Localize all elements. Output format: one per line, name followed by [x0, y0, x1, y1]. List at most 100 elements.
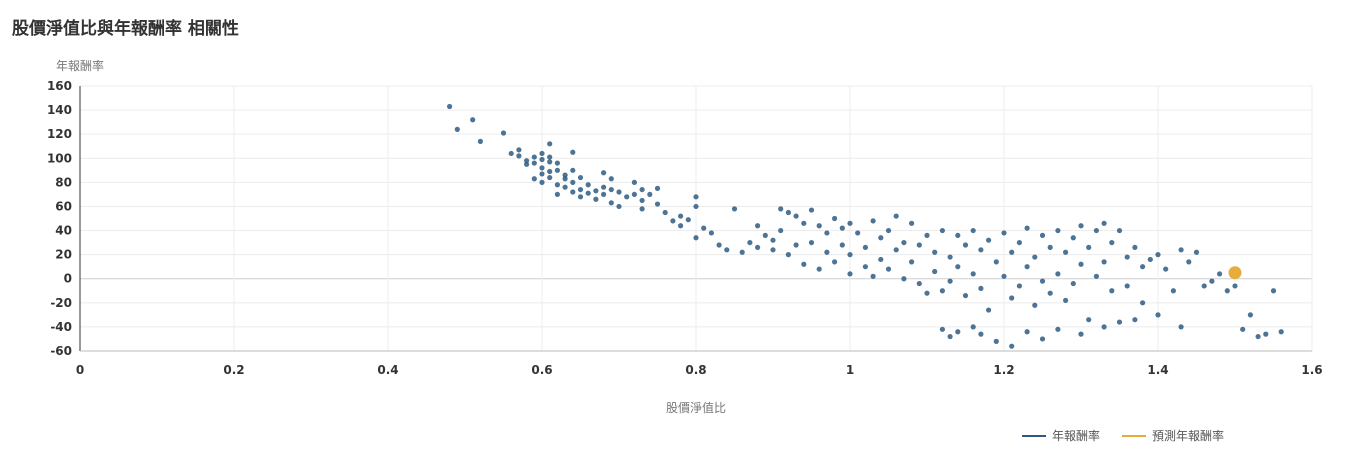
data-point — [554, 167, 561, 173]
legend-item-predicted[interactable]: 預測年報酬率 — [1122, 427, 1224, 444]
data-point — [570, 189, 576, 195]
data-point — [862, 244, 869, 251]
data-point — [1101, 259, 1107, 265]
data-point — [885, 227, 892, 234]
data-point — [1217, 271, 1223, 277]
data-point — [562, 176, 568, 182]
data-point — [785, 252, 792, 258]
data-point — [654, 185, 661, 191]
data-point — [885, 266, 892, 272]
data-point — [1070, 235, 1076, 241]
data-point — [608, 186, 614, 193]
data-point — [778, 206, 784, 212]
data-point — [562, 184, 568, 190]
data-point — [932, 268, 938, 275]
data-point — [639, 186, 645, 193]
data-point — [947, 278, 953, 284]
data-point — [993, 259, 999, 265]
data-point — [916, 242, 922, 248]
data-point — [616, 203, 622, 210]
grid-lines — [79, 85, 1313, 352]
y-axis-label: 年報酬率 — [56, 58, 104, 73]
y-tick-label: -40 — [50, 320, 72, 334]
data-point — [601, 170, 607, 176]
data-point — [1155, 312, 1161, 318]
data-point — [808, 207, 815, 213]
data-point — [447, 103, 453, 110]
y-tick-label: 0 — [64, 272, 72, 286]
data-point — [631, 179, 638, 185]
axes: -60 -40 -20 0 20 40 60 80 100 120 140 160 0 0.2 0.4 0.6… — [47, 79, 1323, 377]
data-point — [816, 223, 822, 229]
data-point — [678, 213, 684, 219]
data-point — [870, 218, 876, 224]
x-tick-label: 0.2 — [223, 363, 244, 377]
y-tick-label: 120 — [47, 127, 72, 141]
data-point — [801, 220, 807, 226]
data-point — [870, 273, 876, 279]
data-point — [539, 165, 545, 171]
data-point — [647, 191, 653, 198]
data-point — [1132, 317, 1138, 323]
data-point — [1078, 223, 1084, 229]
data-point — [1224, 288, 1230, 294]
data-point — [824, 249, 830, 255]
chart-title: 股價淨值比與年報酬率 相關性 — [12, 19, 239, 39]
data-point — [955, 329, 961, 335]
data-point — [739, 249, 745, 255]
data-point — [539, 156, 545, 163]
data-point — [531, 176, 537, 182]
data-point — [624, 194, 630, 200]
data-point — [970, 271, 976, 277]
data-point — [1201, 283, 1207, 289]
data-point — [470, 117, 476, 123]
y-tick-label: 100 — [47, 151, 72, 165]
data-point — [801, 261, 807, 267]
data-point — [832, 215, 838, 222]
data-point — [1032, 302, 1038, 308]
data-point — [1263, 331, 1269, 337]
data-point — [608, 200, 614, 206]
data-point — [947, 333, 953, 340]
x-tick-label: 1.6 — [1301, 363, 1322, 377]
legend-item-returns[interactable]: 年報酬率 — [1022, 427, 1100, 444]
data-point — [1124, 254, 1130, 260]
data-point — [878, 235, 884, 241]
data-points — [447, 103, 1284, 349]
data-point — [531, 154, 537, 160]
y-tick-label: 40 — [55, 224, 72, 238]
data-point — [770, 247, 776, 253]
data-point — [1109, 288, 1115, 294]
data-point — [593, 196, 599, 202]
data-point — [993, 338, 999, 344]
data-point — [570, 149, 576, 155]
data-point — [939, 227, 946, 234]
data-point — [577, 186, 584, 193]
data-point — [1093, 227, 1099, 234]
data-point — [1178, 247, 1184, 253]
data-point — [1078, 261, 1084, 267]
data-point — [816, 266, 822, 272]
data-point — [547, 141, 553, 147]
data-point — [778, 227, 784, 234]
data-point — [1101, 220, 1107, 226]
data-point — [670, 218, 676, 224]
data-point — [1009, 295, 1015, 301]
data-point — [1039, 278, 1046, 284]
x-tick-label: 0.4 — [377, 363, 398, 377]
data-point — [755, 244, 761, 251]
data-point — [986, 237, 992, 243]
data-point — [847, 252, 853, 258]
data-point — [1001, 273, 1007, 279]
data-point — [1047, 290, 1053, 296]
data-point — [832, 259, 838, 265]
data-point — [1055, 227, 1061, 234]
data-point — [516, 153, 522, 159]
data-point — [970, 324, 976, 330]
data-point — [924, 232, 930, 238]
data-point — [901, 276, 907, 282]
data-point — [1047, 244, 1053, 251]
data-point — [708, 230, 715, 236]
data-point — [1039, 336, 1046, 342]
